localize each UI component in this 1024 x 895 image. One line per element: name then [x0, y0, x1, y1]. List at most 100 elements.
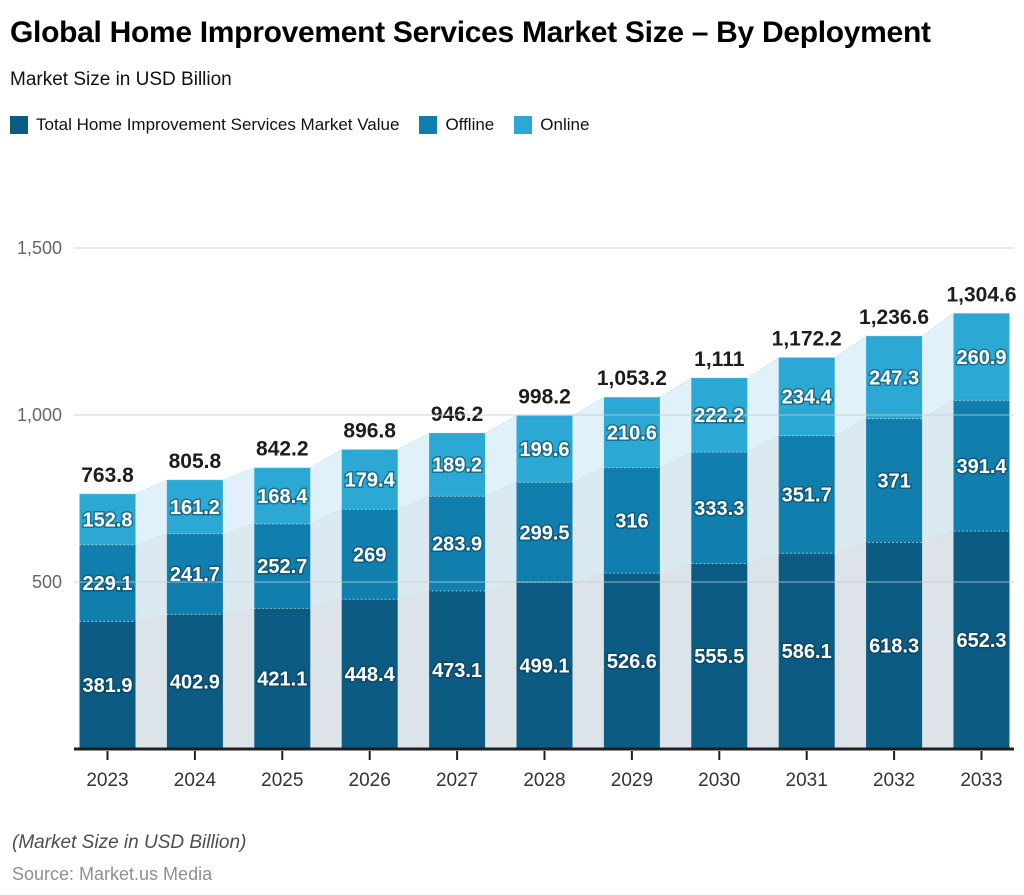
value-label-2027-online: 189.2: [432, 455, 482, 477]
total-label-2029: 1,053.2: [597, 367, 667, 390]
total-label-2023: 763.8: [81, 464, 134, 487]
value-label-2033-online: 260.9: [956, 347, 1006, 369]
value-label-2032-online: 247.3: [869, 367, 919, 389]
value-label-2027-total: 473.1: [432, 660, 482, 682]
bar-segment-2028-online: [516, 415, 573, 483]
bar-segment-2023-online: [79, 493, 136, 545]
value-label-2030-offline: 333.3: [694, 498, 744, 520]
x-axis-label-2027: 2027: [436, 770, 478, 791]
page: Global Home Improvement Services Market …: [0, 0, 1024, 135]
legend-item-0: Total Home Improvement Services Market V…: [10, 115, 399, 135]
value-label-2024-offline: 241.7: [170, 564, 220, 586]
bar-segment-2026-offline: [341, 509, 398, 600]
x-axis-label-2031: 2031: [786, 770, 828, 791]
value-label-2024-online: 161.2: [170, 497, 220, 519]
bar-segment-2031-total: [778, 553, 835, 749]
bar-segment-2031-online: [778, 357, 835, 436]
bar-segment-2032-total: [866, 542, 923, 749]
value-label-2032-offline: 371: [877, 471, 910, 493]
page-title: Global Home Improvement Services Market …: [10, 16, 931, 49]
value-label-2023-total: 381.9: [82, 675, 132, 697]
stacked-bar-chart: 381.9 229.1 152.8 763.8 402.9 241.7 161.2 805.8…: [17, 238, 1017, 791]
value-label-2031-total: 586.1: [782, 641, 832, 663]
y-axis-tick-1500: 1,500: [17, 238, 62, 258]
legend-label: Total Home Improvement Services Market V…: [36, 115, 400, 135]
x-axis-label-2026: 2026: [349, 770, 391, 791]
value-label-2028-online: 199.6: [519, 439, 569, 461]
value-label-2028-offline: 299.5: [519, 522, 569, 544]
value-label-2029-offline: 316: [615, 510, 648, 532]
value-label-2031-online: 234.4: [782, 387, 833, 409]
value-label-2030-total: 555.5: [694, 646, 744, 668]
total-label-2032: 1,236.6: [859, 306, 929, 329]
value-label-2029-online: 210.6: [607, 422, 657, 444]
y-axis-tick-1000: 1,000: [17, 405, 62, 425]
bar-segment-2032-offline: [866, 418, 923, 543]
bar-segment-2028-offline: [516, 482, 573, 583]
value-label-2030-online: 222.2: [694, 405, 744, 427]
legend-item-2: Online: [514, 115, 589, 135]
bar-segment-2031-offline: [778, 435, 835, 554]
bar-segment-2032-online: [866, 336, 923, 419]
total-label-2028: 998.2: [518, 386, 571, 409]
total-label-2031: 1,172.2: [772, 328, 842, 351]
bar-segment-2024-online: [166, 479, 223, 534]
x-axis-label-2028: 2028: [523, 770, 565, 791]
value-label-2028-total: 499.1: [519, 656, 569, 678]
x-axis-label-2033: 2033: [960, 770, 1002, 791]
value-label-2023-online: 152.8: [82, 509, 132, 531]
total-label-2025: 842.2: [256, 438, 309, 461]
bar-segment-2026-online: [341, 449, 398, 510]
total-label-2030: 1,111: [694, 348, 745, 371]
bar-segment-2025-online: [254, 467, 311, 524]
x-axis-label-2029: 2029: [611, 770, 653, 791]
x-axis-label-2025: 2025: [261, 770, 303, 791]
legend-label: Offline: [445, 115, 495, 135]
x-axis-label-2023: 2023: [86, 770, 128, 791]
value-label-2026-total: 448.4: [345, 664, 396, 686]
value-label-2025-total: 421.1: [257, 669, 307, 691]
value-label-2025-online: 168.4: [257, 486, 308, 508]
legend-swatch-icon: [419, 116, 438, 135]
bar-segment-2026-total: [341, 599, 398, 749]
bar-segment-2028-total: [516, 582, 573, 749]
y-axis-tick-500: 500: [32, 572, 62, 592]
chart-subtitle: Market Size in USD Billion: [10, 69, 232, 91]
value-label-2032-total: 618.3: [869, 636, 919, 658]
source-credit: Source: Market.us Media: [12, 864, 213, 884]
legend-label: Online: [540, 115, 590, 135]
chart-canvas: 381.9 229.1 152.8 763.8 402.9 241.7 161.2 805.8…: [0, 228, 1024, 803]
bar-segment-2029-offline: [603, 467, 660, 574]
x-axis-label-2032: 2032: [873, 770, 915, 791]
bar-segment-2033-online: [953, 313, 1010, 401]
value-label-2025-offline: 252.7: [257, 556, 307, 578]
legend-swatch-icon: [514, 116, 533, 135]
area-boundary-line-2: [79, 530, 1010, 622]
legend-item-1: Offline: [419, 115, 494, 135]
bar-segment-2024-offline: [166, 533, 223, 615]
legend-swatch-icon: [10, 116, 28, 135]
value-label-2026-online: 179.4: [345, 469, 396, 491]
bar-segment-2029-online: [603, 397, 660, 468]
value-label-2033-total: 652.3: [956, 630, 1006, 652]
total-label-2033: 1,304.6: [946, 283, 1016, 306]
value-label-2026-offline: 269: [353, 544, 386, 566]
bar-segment-2025-total: [254, 608, 311, 749]
x-axis-label-2030: 2030: [698, 770, 740, 791]
x-axis-label-2024: 2024: [174, 770, 217, 791]
bar-segment-2027-online: [429, 433, 486, 497]
total-label-2024: 805.8: [169, 450, 222, 473]
bar-segment-2033-offline: [953, 400, 1010, 532]
legend: Total Home Improvement Services Market V…: [10, 115, 1014, 135]
value-label-2024-total: 402.9: [170, 672, 220, 694]
bar-segment-2027-offline: [429, 496, 486, 591]
bar-segment-2029-total: [603, 573, 660, 749]
value-label-2031-offline: 351.7: [782, 485, 832, 507]
chart-footnote: (Market Size in USD Billion): [12, 832, 247, 853]
value-label-2023-offline: 229.1: [82, 573, 132, 595]
bar-segment-2030-offline: [691, 452, 748, 564]
bar-segment-2027-total: [429, 591, 486, 749]
bar-segment-2023-total: [79, 621, 136, 749]
value-label-2029-total: 526.6: [607, 651, 657, 673]
value-label-2033-offline: 391.4: [956, 456, 1007, 478]
